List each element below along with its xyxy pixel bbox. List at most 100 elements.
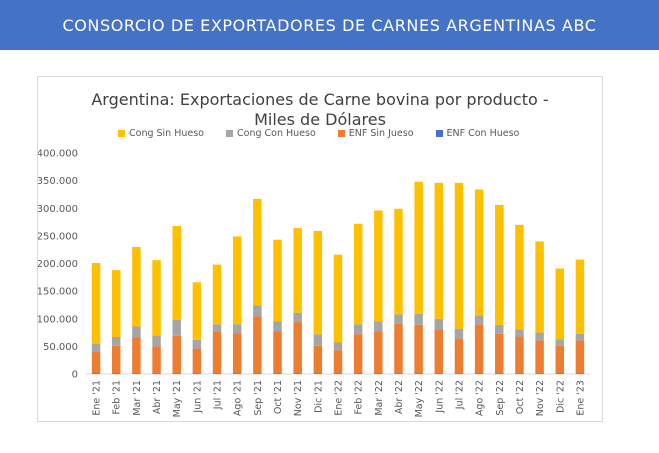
bar-segment-cong-con-hueso bbox=[434, 318, 444, 330]
x-tick-label: Nov '21 bbox=[293, 380, 304, 416]
bar-segment-cong-con-hueso bbox=[575, 333, 585, 341]
bar-segment-enf-sin-jueso bbox=[434, 329, 444, 374]
x-tick-label: Feb '22 bbox=[354, 380, 365, 415]
legend-swatch-enf-con-hueso bbox=[435, 129, 443, 137]
bar-segment-enf-con-hueso bbox=[353, 373, 363, 374]
bar-segment-enf-con-hueso bbox=[273, 373, 282, 374]
chart-legend: Cong Sin Hueso Cong Con Hueso ENF Sin Ju… bbox=[118, 126, 519, 140]
bar-segment-enf-sin-jueso bbox=[575, 340, 585, 374]
bar-segment-cong-sin-hueso bbox=[91, 262, 101, 344]
bar-segment-cong-sin-hueso bbox=[172, 225, 181, 320]
legend-label-cong-sin-hueso: Cong Sin Hueso bbox=[129, 127, 204, 139]
bar-segment-cong-sin-hueso bbox=[112, 270, 121, 337]
bar-segment-enf-con-hueso bbox=[91, 373, 101, 374]
bar-segment-cong-sin-hueso bbox=[253, 198, 262, 306]
bar-segment-enf-con-hueso bbox=[575, 373, 585, 374]
bar-segment-cong-sin-hueso bbox=[414, 181, 423, 314]
bar-segment-cong-con-hueso bbox=[152, 335, 161, 347]
x-tick-label: Dic '22 bbox=[555, 380, 566, 413]
bar-segment-enf-con-hueso bbox=[172, 373, 181, 374]
bar-segment-cong-con-hueso bbox=[253, 305, 262, 317]
x-tick-label: Feb '21 bbox=[112, 380, 123, 415]
chart-title-line-2: Miles de Dólares bbox=[254, 110, 386, 129]
legend-swatch-cong-con-hueso bbox=[226, 129, 233, 137]
bar-segment-cong-sin-hueso bbox=[394, 208, 403, 315]
bar-segment-enf-con-hueso bbox=[192, 373, 202, 374]
bar-segment-enf-sin-jueso bbox=[454, 338, 464, 374]
bar-segment-enf-con-hueso bbox=[212, 373, 222, 374]
chart-frame: Argentina: Exportaciones de Carne bovina… bbox=[37, 76, 603, 422]
bar-segment-cong-con-hueso bbox=[414, 313, 423, 325]
bar-segment-cong-con-hueso bbox=[313, 334, 323, 346]
x-tick-label: Jun '22 bbox=[434, 380, 445, 414]
y-tick-label: 0 bbox=[72, 370, 78, 381]
bar-segment-enf-sin-jueso bbox=[192, 348, 202, 374]
bar-segment-enf-con-hueso bbox=[515, 373, 524, 374]
bar-segment-enf-con-hueso bbox=[535, 373, 544, 374]
x-tick-label: Ago '21 bbox=[233, 380, 244, 416]
bar-segment-cong-con-hueso bbox=[91, 343, 101, 352]
y-tick-label: 50.000 bbox=[43, 342, 78, 353]
bar-segment-cong-con-hueso bbox=[353, 324, 363, 335]
x-tick-label: Ene '22 bbox=[334, 380, 345, 416]
x-tick-label: Dic '21 bbox=[313, 380, 324, 413]
bar-segment-cong-con-hueso bbox=[293, 312, 302, 323]
bar-segment-cong-con-hueso bbox=[394, 314, 403, 324]
bar-segment-enf-con-hueso bbox=[414, 373, 423, 374]
bar-segment-cong-sin-hueso bbox=[495, 204, 504, 325]
bar-segment-enf-con-hueso bbox=[253, 373, 262, 374]
x-tick-label: Nov '22 bbox=[535, 380, 546, 416]
bar-segment-cong-sin-hueso bbox=[575, 259, 585, 334]
bar-segment-enf-con-hueso bbox=[313, 373, 323, 374]
bar-segment-cong-sin-hueso bbox=[374, 210, 383, 322]
x-tick-label: Ene '21 bbox=[92, 380, 103, 416]
bar-chart-plot: 0 50.000 100.000 150.000 200.000 250.000 300.0… bbox=[38, 149, 590, 417]
legend-swatch-enf-sin-jueso bbox=[337, 129, 345, 137]
bar-segment-cong-sin-hueso bbox=[555, 268, 564, 340]
bar-segment-enf-sin-jueso bbox=[132, 337, 141, 374]
bar-segment-cong-con-hueso bbox=[212, 324, 222, 333]
bar-segment-cong-sin-hueso bbox=[353, 223, 363, 325]
bar-segment-cong-con-hueso bbox=[535, 332, 544, 341]
x-tick-label: Abr '21 bbox=[152, 380, 163, 414]
x-tick-label: Ene '23 bbox=[575, 380, 586, 416]
bar-segment-cong-con-hueso bbox=[232, 324, 242, 334]
header-title: CONSORCIO DE EXPORTADORES DE CARNES ARGE… bbox=[62, 15, 597, 35]
bar-segment-cong-sin-hueso bbox=[313, 230, 323, 335]
bar-segment-cong-sin-hueso bbox=[333, 254, 343, 343]
bar-segment-enf-sin-jueso bbox=[293, 322, 302, 374]
bar-segment-cong-con-hueso bbox=[112, 336, 121, 346]
bar-segment-enf-sin-jueso bbox=[253, 316, 262, 374]
bar-segment-enf-con-hueso bbox=[495, 373, 504, 374]
bar-segment-cong-sin-hueso bbox=[192, 282, 202, 340]
bar-segment-cong-sin-hueso bbox=[152, 260, 161, 336]
x-tick-label: Jun '21 bbox=[192, 380, 203, 414]
bar-segment-enf-sin-jueso bbox=[112, 345, 121, 374]
bar-segment-cong-sin-hueso bbox=[232, 236, 242, 325]
legend-label-enf-sin-jueso: ENF Sin Jueso bbox=[348, 127, 414, 139]
bar-segment-enf-con-hueso bbox=[132, 373, 141, 374]
x-tick-label: Jul '21 bbox=[213, 380, 224, 410]
x-tick-label: Sep '22 bbox=[495, 380, 506, 416]
y-tick-label: 150.000 bbox=[38, 287, 78, 298]
bar-segment-enf-sin-jueso bbox=[152, 346, 161, 374]
bar-segment-cong-con-hueso bbox=[333, 342, 343, 351]
x-tick-label: Sep '21 bbox=[253, 380, 264, 416]
bar-segment-cong-sin-hueso bbox=[474, 189, 484, 316]
chart-title: Argentina: Exportaciones de Carne bovina… bbox=[38, 90, 602, 130]
bar-segment-enf-con-hueso bbox=[293, 373, 302, 374]
bar-segment-enf-sin-jueso bbox=[515, 336, 524, 374]
x-tick-label: Abr '22 bbox=[394, 380, 405, 414]
bar-segment-enf-con-hueso bbox=[394, 373, 403, 374]
bar-segment-enf-con-hueso bbox=[434, 373, 444, 374]
bar-segment-enf-sin-jueso bbox=[172, 335, 181, 374]
bar-segment-enf-sin-jueso bbox=[232, 333, 242, 374]
legend-label-enf-con-hueso: ENF Con Hueso bbox=[446, 127, 520, 139]
x-tick-label: Jul '22 bbox=[454, 380, 465, 410]
bar-segment-cong-con-hueso bbox=[454, 328, 464, 339]
bar-segment-enf-sin-jueso bbox=[353, 334, 363, 374]
bar-segment-cong-con-hueso bbox=[172, 319, 181, 336]
x-tick-label: Ago '22 bbox=[475, 380, 486, 416]
bar-segment-enf-con-hueso bbox=[555, 373, 564, 374]
y-tick-label: 200.000 bbox=[38, 259, 78, 270]
